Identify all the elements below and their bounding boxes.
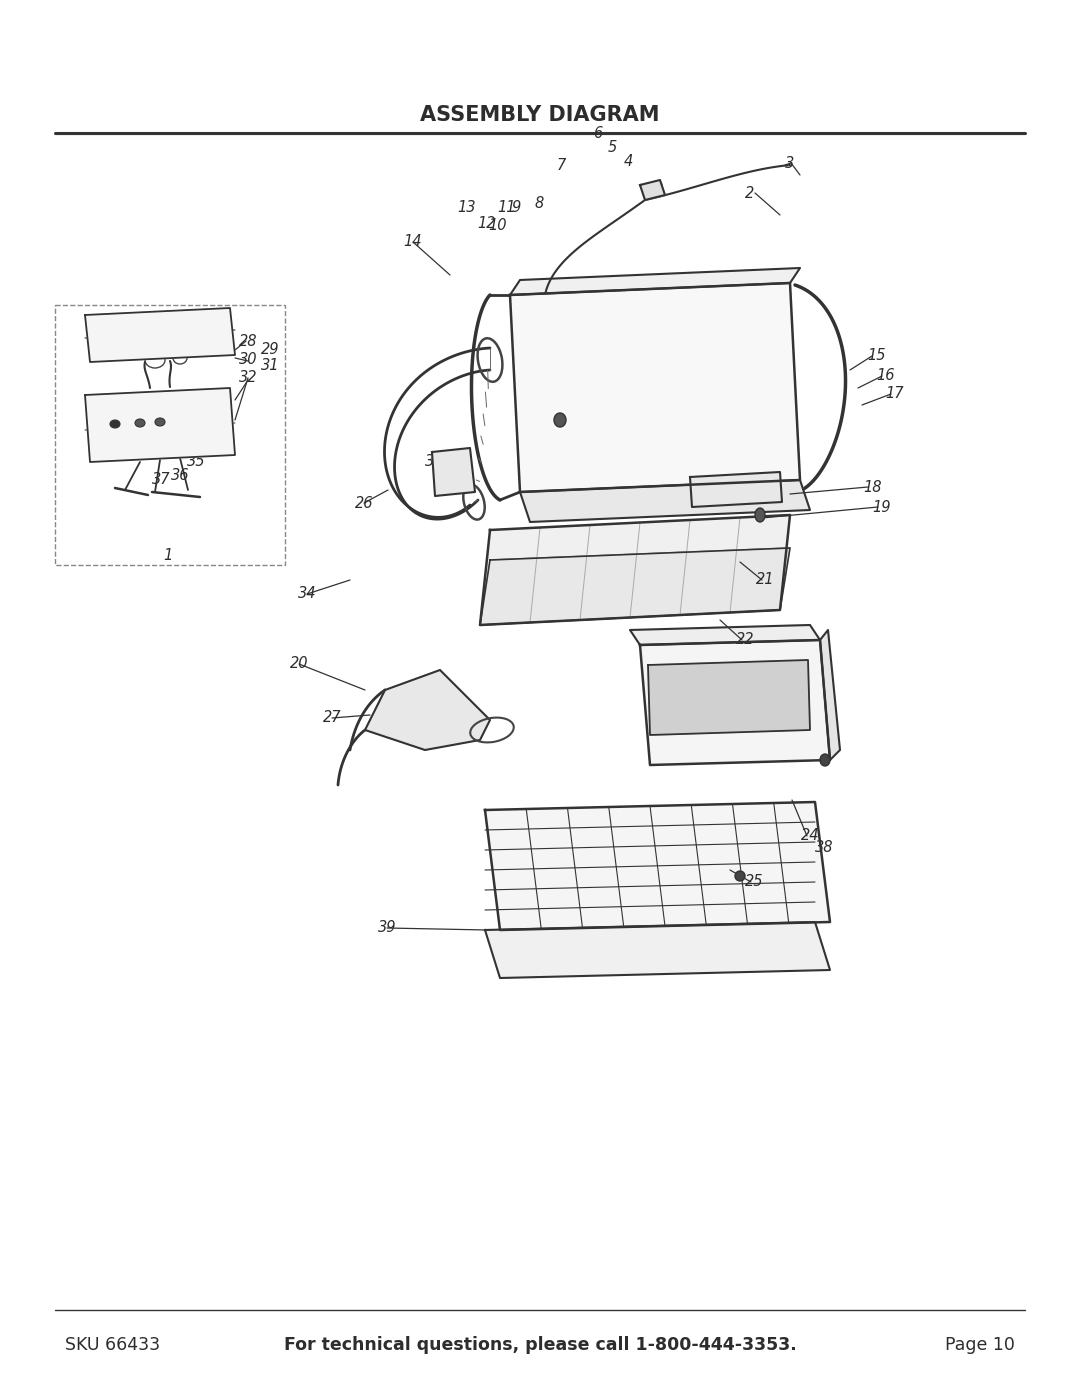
Text: 14: 14 <box>404 235 422 250</box>
Text: 6: 6 <box>593 126 603 141</box>
Polygon shape <box>432 448 475 496</box>
Polygon shape <box>480 515 789 624</box>
Polygon shape <box>85 307 235 362</box>
Polygon shape <box>510 284 800 492</box>
Text: 12: 12 <box>477 217 496 232</box>
Text: 24: 24 <box>800 828 820 844</box>
Text: 9: 9 <box>511 200 521 215</box>
Text: 39: 39 <box>378 921 396 936</box>
Text: 3: 3 <box>785 155 795 170</box>
Bar <box>55 305 285 564</box>
Polygon shape <box>485 802 831 930</box>
Text: 31: 31 <box>260 359 280 373</box>
Text: 18: 18 <box>864 479 882 495</box>
Ellipse shape <box>755 509 765 522</box>
Polygon shape <box>365 671 490 750</box>
Polygon shape <box>85 388 235 462</box>
Text: 13: 13 <box>458 200 476 215</box>
Text: 2: 2 <box>745 186 755 201</box>
Polygon shape <box>485 922 831 978</box>
Text: 35: 35 <box>187 454 205 469</box>
Text: 25: 25 <box>745 875 764 890</box>
Text: 8: 8 <box>535 197 543 211</box>
Polygon shape <box>648 659 810 735</box>
Text: 34: 34 <box>298 587 316 602</box>
Ellipse shape <box>156 418 165 426</box>
Text: 21: 21 <box>756 573 774 588</box>
Text: 26: 26 <box>354 496 374 510</box>
Polygon shape <box>640 640 831 766</box>
Text: 4: 4 <box>623 155 633 169</box>
Ellipse shape <box>135 419 145 427</box>
Text: SKU 66433: SKU 66433 <box>65 1336 160 1354</box>
Text: 7: 7 <box>556 158 566 172</box>
Text: 5: 5 <box>607 140 617 155</box>
Text: 38: 38 <box>814 841 834 855</box>
Text: 23: 23 <box>786 693 805 707</box>
Text: 19: 19 <box>873 500 891 514</box>
Text: 29: 29 <box>260 341 280 356</box>
Text: ASSEMBLY DIAGRAM: ASSEMBLY DIAGRAM <box>420 105 660 124</box>
Polygon shape <box>690 472 782 507</box>
Ellipse shape <box>554 414 566 427</box>
Ellipse shape <box>110 420 120 427</box>
Ellipse shape <box>735 870 745 882</box>
Text: 36: 36 <box>171 468 189 482</box>
Text: 16: 16 <box>877 369 895 384</box>
Text: 15: 15 <box>867 348 887 363</box>
Text: 20: 20 <box>289 657 308 672</box>
Text: 32: 32 <box>239 370 257 386</box>
Text: 28: 28 <box>239 334 257 348</box>
Text: For technical questions, please call 1-800-444-3353.: For technical questions, please call 1-8… <box>284 1336 796 1354</box>
Polygon shape <box>820 630 840 760</box>
Polygon shape <box>480 548 789 624</box>
Text: 1: 1 <box>163 549 173 563</box>
Polygon shape <box>519 481 810 522</box>
Polygon shape <box>510 268 800 295</box>
Ellipse shape <box>820 754 831 766</box>
Text: 30: 30 <box>239 352 257 367</box>
Text: 11: 11 <box>498 200 516 215</box>
Polygon shape <box>640 180 665 200</box>
Text: 10: 10 <box>489 218 508 232</box>
Polygon shape <box>630 624 820 645</box>
Text: 22: 22 <box>735 633 754 647</box>
Text: 37: 37 <box>152 472 171 488</box>
Text: 17: 17 <box>886 387 904 401</box>
Text: 27: 27 <box>323 711 341 725</box>
Text: Page 10: Page 10 <box>945 1336 1015 1354</box>
Text: 33: 33 <box>424 454 443 469</box>
